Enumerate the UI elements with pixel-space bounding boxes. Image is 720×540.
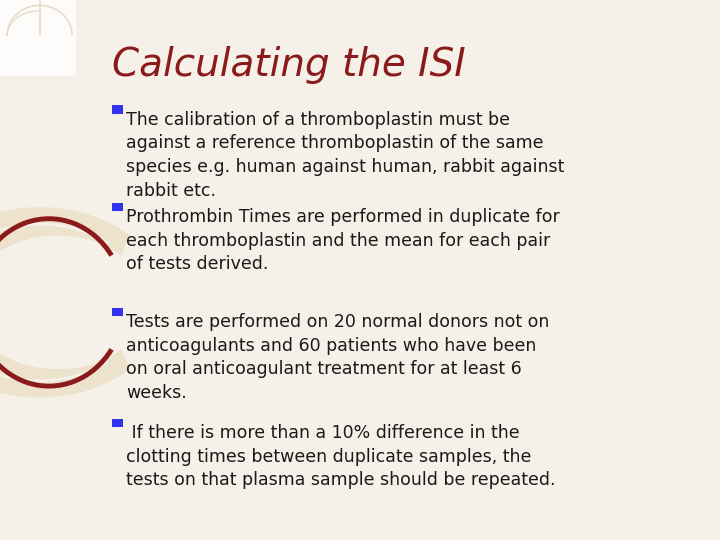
Bar (112, 308, 123, 316)
Text: Tests are performed on 20 normal donors not on
anticoagulants and 60 patients wh: Tests are performed on 20 normal donors … (126, 313, 549, 402)
Bar (112, 105, 123, 113)
FancyBboxPatch shape (0, 0, 76, 76)
Bar (112, 202, 123, 211)
Polygon shape (0, 208, 129, 397)
Bar (112, 418, 123, 427)
Text: Prothrombin Times are performed in duplicate for
each thromboplastin and the mea: Prothrombin Times are performed in dupli… (126, 208, 559, 273)
Text: Calculating the ISI: Calculating the ISI (112, 46, 465, 84)
Text: The calibration of a thromboplastin must be
against a reference thromboplastin o: The calibration of a thromboplastin must… (126, 111, 564, 199)
Text: If there is more than a 10% difference in the
clotting times between duplicate s: If there is more than a 10% difference i… (126, 424, 556, 489)
